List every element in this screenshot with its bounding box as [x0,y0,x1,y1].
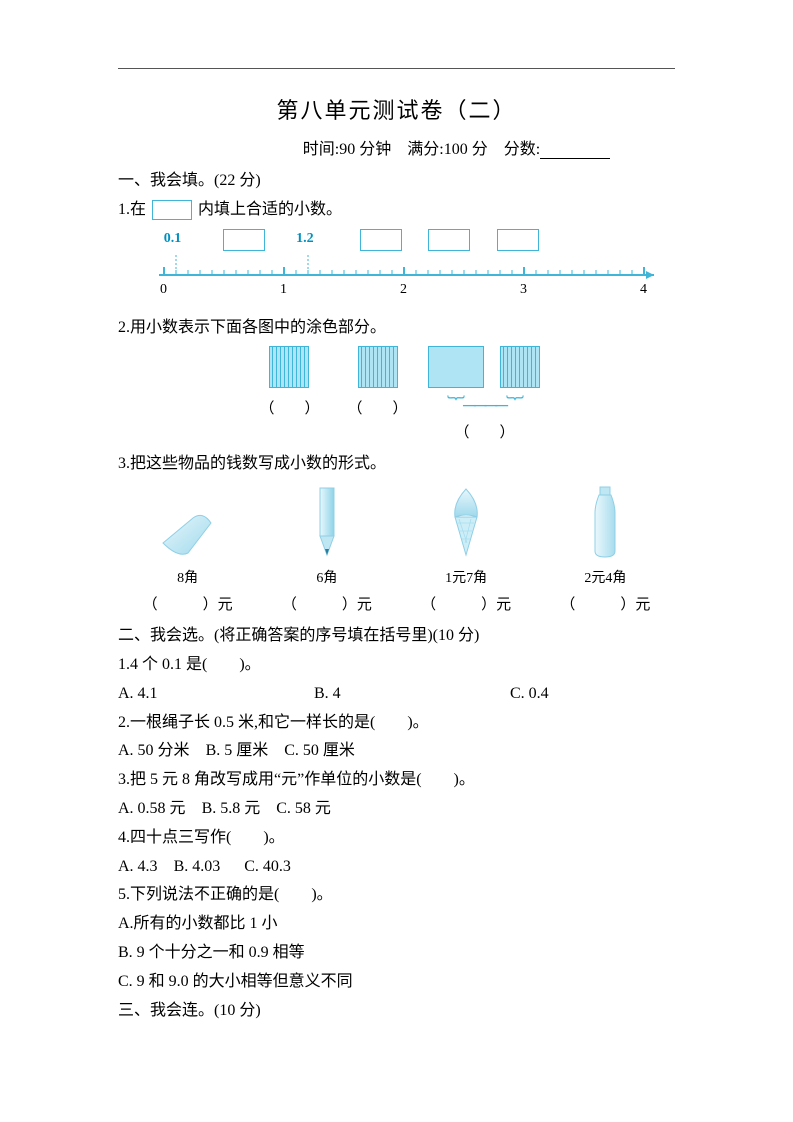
nl-box-2[interactable] [428,229,470,251]
q3-label-1: 6角 [267,567,387,587]
s2-q4: 4.四十点三写作( )。 [118,826,675,851]
q2-group-2: ︸────︸ （ ） [428,346,542,442]
s1-q2: 2.用小数表示下面各图中的涂色部分。 [118,316,675,341]
time-value: 90 分钟 [339,141,391,158]
pencil-icon [302,483,352,563]
blank-box-icon [152,200,192,220]
s2-q3-C[interactable]: C. 58 元 [276,797,331,822]
nl-box-0[interactable] [223,229,265,251]
s2-q2-C[interactable]: C. 50 厘米 [284,739,355,764]
s1-q1: 1.在 内填上合适的小数。 [118,198,675,223]
s2-q2: 2.一根绳子长 0.5 米,和它一样长的是( )。 [118,711,675,736]
s2-q1: 1.4 个 0.1 是( )。 [118,653,675,678]
bottle-icon [585,483,625,563]
s2-q4-C[interactable]: C. 40.3 [244,855,291,880]
s1-heading: 一、我会填。(22 分) [118,169,675,194]
q3-figure: 8角 （ ）元 6角 （ ）元 [118,483,675,614]
s2-q2-opts: A. 50 分米 B. 5 厘米 C. 50 厘米 [118,739,675,764]
s2-q4-B[interactable]: B. 4.03 [174,855,221,880]
s2-q1-B[interactable]: B. 4 [314,682,494,707]
s2-q3-A[interactable]: A. 0.58 元 [118,797,186,822]
q2-figure: （ ） （ ） ︸────︸ （ ） [118,346,675,442]
s2-q5-B[interactable]: B. 9 个十分之一和 0.9 相等 [118,941,675,966]
q3-ans-2[interactable]: （ ）元 [406,593,526,614]
top-rule [118,68,675,69]
full-label: 满分: [407,141,443,158]
svg-text:2: 2 [400,282,407,297]
number-line-axis: 0 1 2 3 4 [154,253,664,297]
q3-item-3: 2元4角 （ ）元 [545,483,665,614]
svg-text:1: 1 [280,282,287,297]
full-value: 100 分 [444,141,488,158]
q3-label-3: 2元4角 [545,567,665,587]
svg-text:0: 0 [160,282,167,297]
s2-q3: 3.把 5 元 8 角改写成用“元”作单位的小数是( )。 [118,768,675,793]
s2-q4-A[interactable]: A. 4.3 [118,855,158,880]
s1-q1-prefix: 1.在 [118,201,146,218]
nl-box-1[interactable] [360,229,402,251]
q3-item-0: 8角 （ ）元 [128,483,248,614]
q3-ans-0[interactable]: （ ）元 [128,593,248,614]
eraser-icon [153,503,223,563]
q2-ans-1[interactable]: （ ） [348,397,408,418]
s1-q3: 3.把这些物品的钱数写成小数的形式。 [118,452,675,477]
q3-ans-1[interactable]: （ ）元 [267,593,387,614]
nl-label-0: 0.1 [164,231,182,247]
time-label: 时间: [303,141,339,158]
s2-q1-C[interactable]: C. 0.4 [510,682,549,707]
nl-box-3[interactable] [497,229,539,251]
s3-heading: 三、我会连。(10 分) [118,999,675,1024]
q3-item-2: 1元7角 （ ）元 [406,483,526,614]
s2-q2-A[interactable]: A. 50 分米 [118,739,190,764]
s2-q3-B[interactable]: B. 5.8 元 [202,797,261,822]
s2-q3-opts: A. 0.58 元 B. 5.8 元 C. 58 元 [118,797,675,822]
q2-group-1: （ ） [348,346,408,418]
s2-heading: 二、我会选。(将正确答案的序号填在括号里)(10 分) [118,624,675,649]
q2-ans-2[interactable]: （ ） [428,421,542,442]
score-label: 分数: [504,141,540,158]
q3-label-2: 1元7角 [406,567,526,587]
q3-label-0: 8角 [128,567,248,587]
page-title: 第八单元测试卷（二） [118,93,675,125]
q2-ans-0[interactable]: （ ） [259,397,319,418]
icecream-icon [441,483,491,563]
s2-q5-C[interactable]: C. 9 和 9.0 的大小相等但意义不同 [118,970,675,995]
s2-q4-opts: A. 4.3 B. 4.03 C. 40.3 [118,855,675,880]
number-line: 0.1 1.2 [154,229,675,302]
svg-text:4: 4 [640,282,647,297]
svg-text:3: 3 [520,282,527,297]
score-blank[interactable] [540,158,610,159]
q3-item-1: 6角 （ ）元 [267,483,387,614]
meta-row: 时间:90 分钟 满分:100 分 分数: [118,135,675,159]
brace-icon: ︸────︸ [428,391,542,417]
s2-q1-A[interactable]: A. 4.1 [118,682,298,707]
q2-group-0: （ ） [259,346,319,418]
s2-q1-opts: A. 4.1 B. 4 C. 0.4 [118,682,675,707]
s2-q5: 5.下列说法不正确的是( )。 [118,883,675,908]
q3-ans-3[interactable]: （ ）元 [545,593,665,614]
s2-q5-A[interactable]: A.所有的小数都比 1 小 [118,912,675,937]
nl-label-1: 1.2 [296,231,314,247]
s1-q1-suffix: 内填上合适的小数。 [198,201,342,218]
s2-q2-B[interactable]: B. 5 厘米 [206,739,269,764]
